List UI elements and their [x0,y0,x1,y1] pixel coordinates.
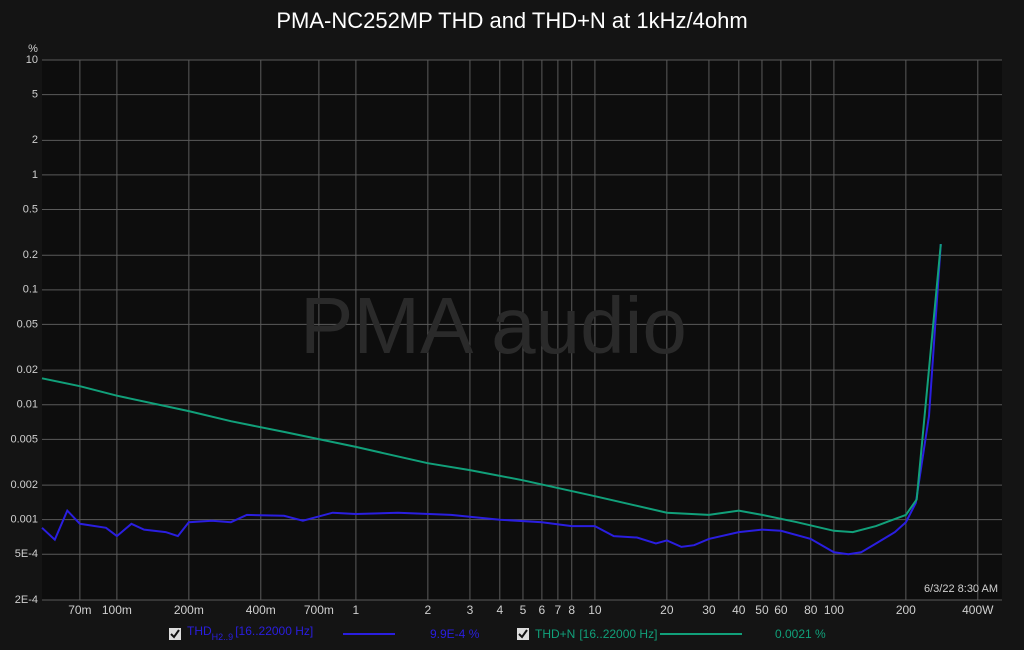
x-tick-label: 6 [539,603,546,617]
x-tick-label: 2 [425,603,432,617]
x-tick-label: 100m [102,603,132,617]
legend-label: THDH2..9 [16..22000 Hz] [187,624,313,642]
x-tick-label: 80 [804,603,818,617]
series-line [41,244,942,534]
x-tick-label: 30 [702,603,716,617]
legend-label: THD+N [16..22000 Hz] [535,627,657,641]
x-tick-label: 8 [568,603,575,617]
x-tick-label: 40 [732,603,746,617]
series-line [41,244,942,556]
y-tick-label: 0.1 [23,284,38,296]
x-tick-label: 20 [660,603,674,617]
y-tick-label: 2E-4 [15,594,38,606]
x-tick-label: 4 [496,603,503,617]
timestamp: 6/3/22 8:30 AM [924,583,998,595]
y-tick-label: 5E-4 [15,548,38,560]
x-tick-label: 200m [174,603,204,617]
x-tick-label: 7 [555,603,562,617]
check [170,629,180,639]
x-tick-label: 5 [520,603,527,617]
y-tick-label: 2 [32,134,38,146]
chart-title: PMA-NC252MP THD and THD+N at 1kHz/4ohm [276,8,747,33]
legend-value: 9.9E-4 % [430,627,480,641]
y-tick-label: 0.02 [17,364,38,376]
legend-name: THD+N [535,627,575,641]
x-tick-label: 60 [774,603,788,617]
y-tick-label: 10 [26,54,38,66]
x-tick-label: 700m [304,603,334,617]
x-tick-label: 70m [68,603,91,617]
x-tick-label: 10 [588,603,602,617]
y-tick-label: 0.002 [10,479,38,491]
legend-subscript: H2..9 [212,632,234,642]
y-axis-label: % [28,43,38,55]
x-tick-label: 400W [962,603,994,617]
x-tick-label: 50 [755,603,769,617]
legend-range: [16..22000 Hz] [579,627,657,641]
legend-value: 0.0021 % [775,627,826,641]
x-tick-label: 3 [467,603,474,617]
y-tick-label: 0.05 [17,318,38,330]
legend-name: THD [187,624,212,638]
y-tick-label: 0.005 [10,433,38,445]
check [518,629,528,639]
y-tick-label: 0.5 [23,203,38,215]
y-tick-label: 5 [32,89,38,101]
watermark: PMA audio [300,281,687,370]
y-tick-label: 0.2 [23,249,38,261]
y-tick-label: 1 [32,169,38,181]
x-tick-label: 100 [824,603,844,617]
legend: THDH2..9 [16..22000 Hz] 9.9E-4 % THD+N [16… [169,624,826,642]
y-tick-label: 0.001 [10,514,38,526]
legend-range: [16..22000 Hz] [235,624,313,638]
plot-area [42,60,1002,600]
y-tick-label: 0.01 [17,399,38,411]
x-tick-label: 400m [246,603,276,617]
x-tick-label: 1 [353,603,360,617]
x-tick-label: 200 [896,603,916,617]
